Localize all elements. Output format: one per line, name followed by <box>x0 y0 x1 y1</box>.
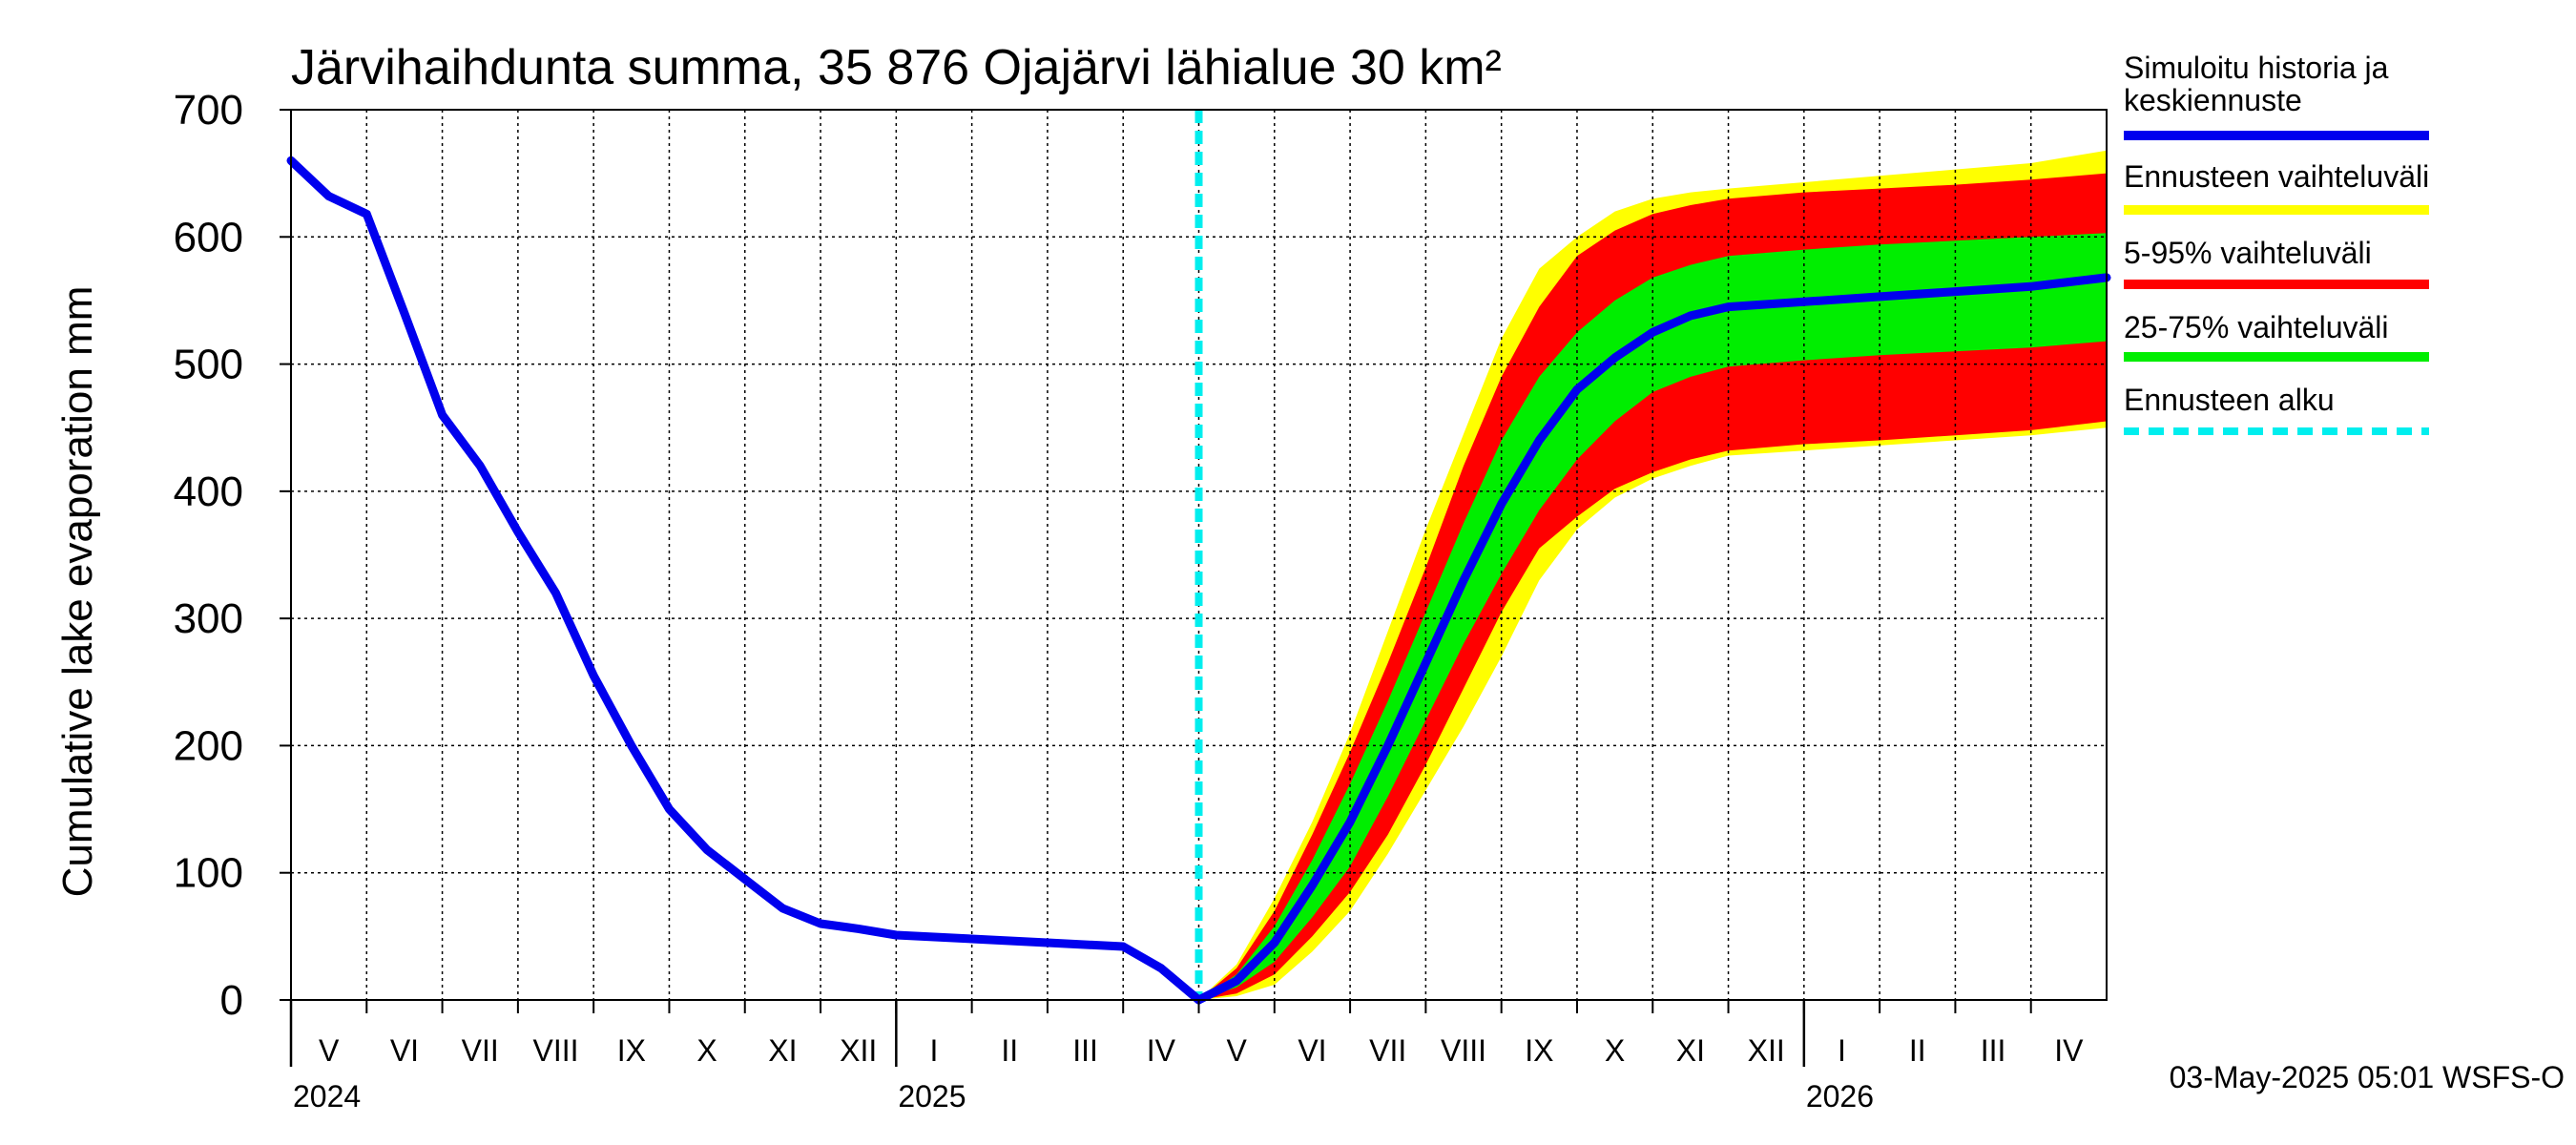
legend-label-p25-75: 25-75% vaihteluväli <box>2124 310 2389 344</box>
y-tick-label-4: 400 <box>174 468 243 515</box>
month-label-14: VII <box>1369 1033 1406 1068</box>
x-axis: V VI VII VIII IX X XI XII I II III IV V VI VII VIII IX X X… <box>289 1000 2084 1114</box>
y-tick-label-0: 0 <box>220 977 243 1024</box>
y-axis-label: Cumulative lake evaporation mm <box>54 286 101 898</box>
month-label-8: I <box>930 1033 939 1068</box>
legend-label-history-line2: keskiennuste <box>2124 83 2302 117</box>
grid-lines <box>291 110 2107 1000</box>
chart-title: Järvihaihdunta summa, 35 876 Ojajärvi lä… <box>291 40 1502 95</box>
year-label-2: 2026 <box>1806 1079 1874 1114</box>
month-label-9: II <box>1001 1033 1018 1068</box>
year-label-1: 2025 <box>898 1079 966 1114</box>
month-label-11: IV <box>1147 1033 1176 1068</box>
month-label-5: X <box>696 1033 717 1068</box>
month-label-7: XII <box>840 1033 877 1068</box>
y-tick-label-6: 600 <box>174 214 243 260</box>
legend-label-history: Simuloitu historia ja <box>2124 51 2389 85</box>
month-label-13: VI <box>1298 1033 1326 1068</box>
month-label-19: XII <box>1748 1033 1785 1068</box>
band-5-95 <box>1198 173 2107 1001</box>
y-tick-label-5: 500 <box>174 342 243 388</box>
legend-label-range: Ennusteen vaihteluväli <box>2124 159 2429 194</box>
y-tick-label-2: 200 <box>174 722 243 769</box>
month-label-3: VIII <box>533 1033 579 1068</box>
y-tick-label-1: 100 <box>174 850 243 897</box>
footer-timestamp: 03-May-2025 05:01 WSFS-O <box>2170 1060 2565 1094</box>
month-label-6: XI <box>768 1033 797 1068</box>
data-lines <box>286 110 2111 1005</box>
y-axis-ticks: 0 100 200 300 400 500 600 700 <box>174 87 291 1024</box>
y-tick-label-3: 300 <box>174 595 243 642</box>
y-tick-label-7: 700 <box>174 87 243 134</box>
month-label-22: III <box>1981 1033 2006 1068</box>
month-label-4: IX <box>617 1033 646 1068</box>
month-label-18: XI <box>1676 1033 1705 1068</box>
legend: Simuloitu historia ja keskiennuste Ennus… <box>2124 51 2429 435</box>
month-label-1: VI <box>390 1033 419 1068</box>
month-label-17: X <box>1605 1033 1625 1068</box>
month-label-15: VIII <box>1441 1033 1486 1068</box>
month-label-20: I <box>1838 1033 1846 1068</box>
month-label-10: III <box>1072 1033 1098 1068</box>
month-label-0: V <box>319 1033 340 1068</box>
legend-label-forecast-start: Ennusteen alku <box>2124 383 2335 417</box>
month-label-12: V <box>1226 1033 1247 1068</box>
month-label-16: IX <box>1525 1033 1553 1068</box>
month-label-23: IV <box>2054 1033 2084 1068</box>
year-label-0: 2024 <box>293 1079 361 1114</box>
history-line <box>286 156 1203 1005</box>
median-forecast-line <box>1195 273 2111 1005</box>
month-label-2: VII <box>462 1033 499 1068</box>
legend-label-p5-95: 5-95% vaihteluväli <box>2124 236 2372 270</box>
month-label-21: II <box>1909 1033 1926 1068</box>
